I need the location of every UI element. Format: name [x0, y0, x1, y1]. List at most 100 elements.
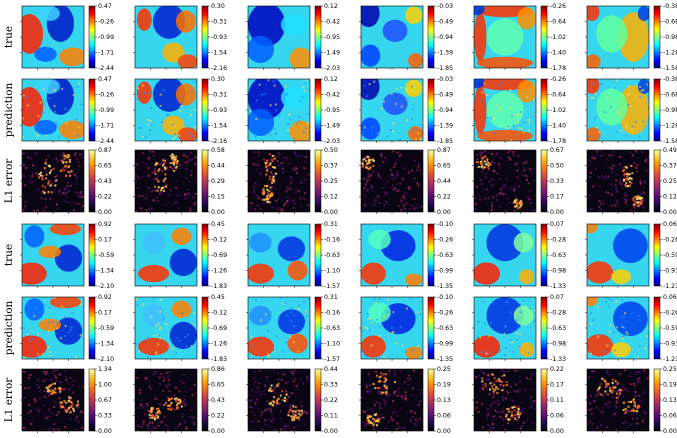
heatmap-noise	[82, 416, 84, 419]
heatmap-noise	[631, 125, 634, 128]
heatmap-noise	[74, 183, 77, 186]
heatmap-noise	[82, 385, 84, 388]
heatmap-hotspot	[626, 185, 629, 188]
heatmap-hotspot	[380, 391, 383, 394]
heatmap-hotspot	[49, 384, 52, 387]
row-label: true	[3, 26, 15, 48]
heatmap-noise	[512, 297, 515, 300]
heatmap-noise	[73, 154, 76, 157]
heatmap-noise	[600, 83, 603, 86]
heatmap-blob	[248, 35, 275, 64]
heatmap-noise	[623, 193, 626, 196]
heatmap-noise	[614, 183, 617, 186]
heatmap-noise	[488, 393, 491, 396]
heatmap-noise	[624, 327, 627, 330]
heatmap-panel: -0.10-0.26-0.63-0.99-1.35	[359, 294, 453, 363]
heatmap-noise	[305, 167, 308, 170]
heatmap-hotspot	[50, 191, 53, 194]
heatmap-noise	[25, 166, 28, 169]
heatmap-noise	[378, 391, 381, 394]
heatmap-hotspot	[497, 387, 500, 390]
heatmap-noise	[82, 406, 84, 409]
heatmap-noise	[645, 169, 648, 172]
heatmap-noise	[58, 397, 61, 400]
heatmap-noise	[137, 407, 140, 410]
heatmap-noise	[26, 333, 29, 336]
heatmap-hotspot	[514, 205, 517, 208]
heatmap-noise	[505, 209, 508, 212]
heatmap-hotspot	[48, 384, 51, 387]
heatmap-noise	[56, 159, 59, 162]
colorbar-tick-label: -0.49	[437, 92, 453, 99]
heatmap-hotspot	[69, 174, 72, 177]
heatmap-noise	[144, 413, 147, 416]
heatmap-noise	[304, 160, 307, 163]
heatmap-hotspot	[285, 398, 288, 401]
heatmap-hotspot	[272, 180, 275, 183]
heatmap-noise	[163, 377, 166, 380]
heatmap-noise	[23, 370, 26, 373]
heatmap-hotspot	[75, 404, 78, 407]
heatmap-noise	[269, 104, 272, 107]
heatmap-hotspot	[294, 406, 297, 409]
heatmap-noise	[263, 158, 266, 161]
heatmap-hotspot	[48, 172, 51, 175]
heatmap-noise	[57, 135, 60, 138]
heatmap-noise	[140, 399, 143, 402]
colorbar-tick-label: -1.71	[98, 50, 114, 57]
heatmap-hotspot	[628, 177, 631, 180]
heatmap-noise	[375, 370, 378, 373]
heatmap-noise	[368, 175, 371, 178]
heatmap-noise	[53, 374, 56, 377]
heatmap-noise	[286, 157, 289, 160]
heatmap-noise	[286, 186, 289, 189]
heatmap-hotspot	[282, 399, 285, 402]
heatmap-noise	[152, 334, 155, 337]
heatmap-hotspot	[632, 197, 635, 200]
heatmap-noise	[596, 426, 599, 429]
heatmap-noise	[135, 370, 138, 373]
heatmap-blob	[249, 232, 272, 253]
heatmap-noise	[513, 190, 516, 193]
heatmap-noise	[44, 193, 47, 196]
heatmap-noise	[79, 410, 82, 413]
colorbar-tick-label: 0.19	[663, 382, 677, 389]
heatmap-noise	[163, 415, 166, 418]
heatmap-hotspot	[298, 418, 301, 421]
heatmap-noise	[413, 177, 416, 180]
heatmap-noise	[393, 393, 396, 396]
heatmap-noise	[633, 206, 636, 209]
heatmap-blob	[22, 335, 47, 358]
heatmap-hotspot	[46, 390, 49, 393]
heatmap-hotspot	[520, 203, 523, 206]
heatmap-noise	[303, 89, 306, 92]
heatmap-noise	[648, 310, 649, 313]
heatmap-noise	[596, 306, 599, 309]
heatmap-noise	[504, 414, 507, 417]
heatmap-hotspot	[292, 405, 295, 408]
colorbar-tick-label: 0.00	[437, 428, 451, 435]
heatmap-noise	[303, 311, 306, 314]
heatmap-noise	[141, 161, 144, 164]
heatmap-noise	[148, 150, 151, 153]
heatmap-noise	[30, 421, 33, 424]
heatmap-noise	[403, 430, 406, 431]
colorbar-tick-label: -0.10	[437, 294, 453, 301]
colorbar-tick-label: -1.40	[550, 123, 566, 130]
heatmap-blob	[248, 336, 275, 357]
colorbar-tick-label: -0.68	[663, 19, 677, 26]
heatmap-hotspot	[63, 157, 66, 160]
heatmap-noise	[168, 193, 171, 196]
heatmap-noise	[496, 411, 499, 414]
colorbar-tick-label: -0.64	[550, 19, 566, 26]
colorbar-tick-label: 0.00	[98, 209, 112, 216]
heatmap-noise	[639, 85, 642, 88]
heatmap-noise	[399, 182, 402, 185]
heatmap-noise	[151, 430, 154, 431]
heatmap-hotspot	[380, 392, 383, 395]
heatmap-noise	[148, 91, 151, 94]
colorbar-tick-label: -0.64	[550, 92, 566, 99]
colorbar-tick-label: -1.57	[324, 356, 340, 363]
heatmap-noise	[177, 207, 180, 210]
colorbar-tick-label: 0.22	[98, 194, 112, 201]
